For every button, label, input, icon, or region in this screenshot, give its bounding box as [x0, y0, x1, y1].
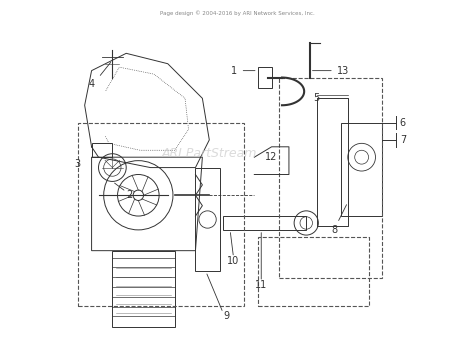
Text: ARI PartStream: ARI PartStream	[162, 147, 257, 160]
Text: 4: 4	[89, 80, 95, 89]
Text: 8: 8	[331, 225, 337, 235]
Text: 5: 5	[313, 93, 320, 103]
Text: 10: 10	[228, 256, 240, 266]
Text: 3: 3	[75, 159, 81, 169]
Text: 12: 12	[265, 152, 278, 162]
Text: 11: 11	[255, 280, 267, 290]
Text: 2: 2	[127, 190, 133, 200]
Text: 7: 7	[400, 135, 406, 145]
Text: 9: 9	[224, 311, 230, 321]
Text: 13: 13	[337, 66, 350, 76]
Text: 6: 6	[400, 118, 406, 128]
Text: 1: 1	[231, 66, 237, 76]
Text: Page design © 2004-2016 by ARI Network Services, Inc.: Page design © 2004-2016 by ARI Network S…	[160, 10, 314, 16]
